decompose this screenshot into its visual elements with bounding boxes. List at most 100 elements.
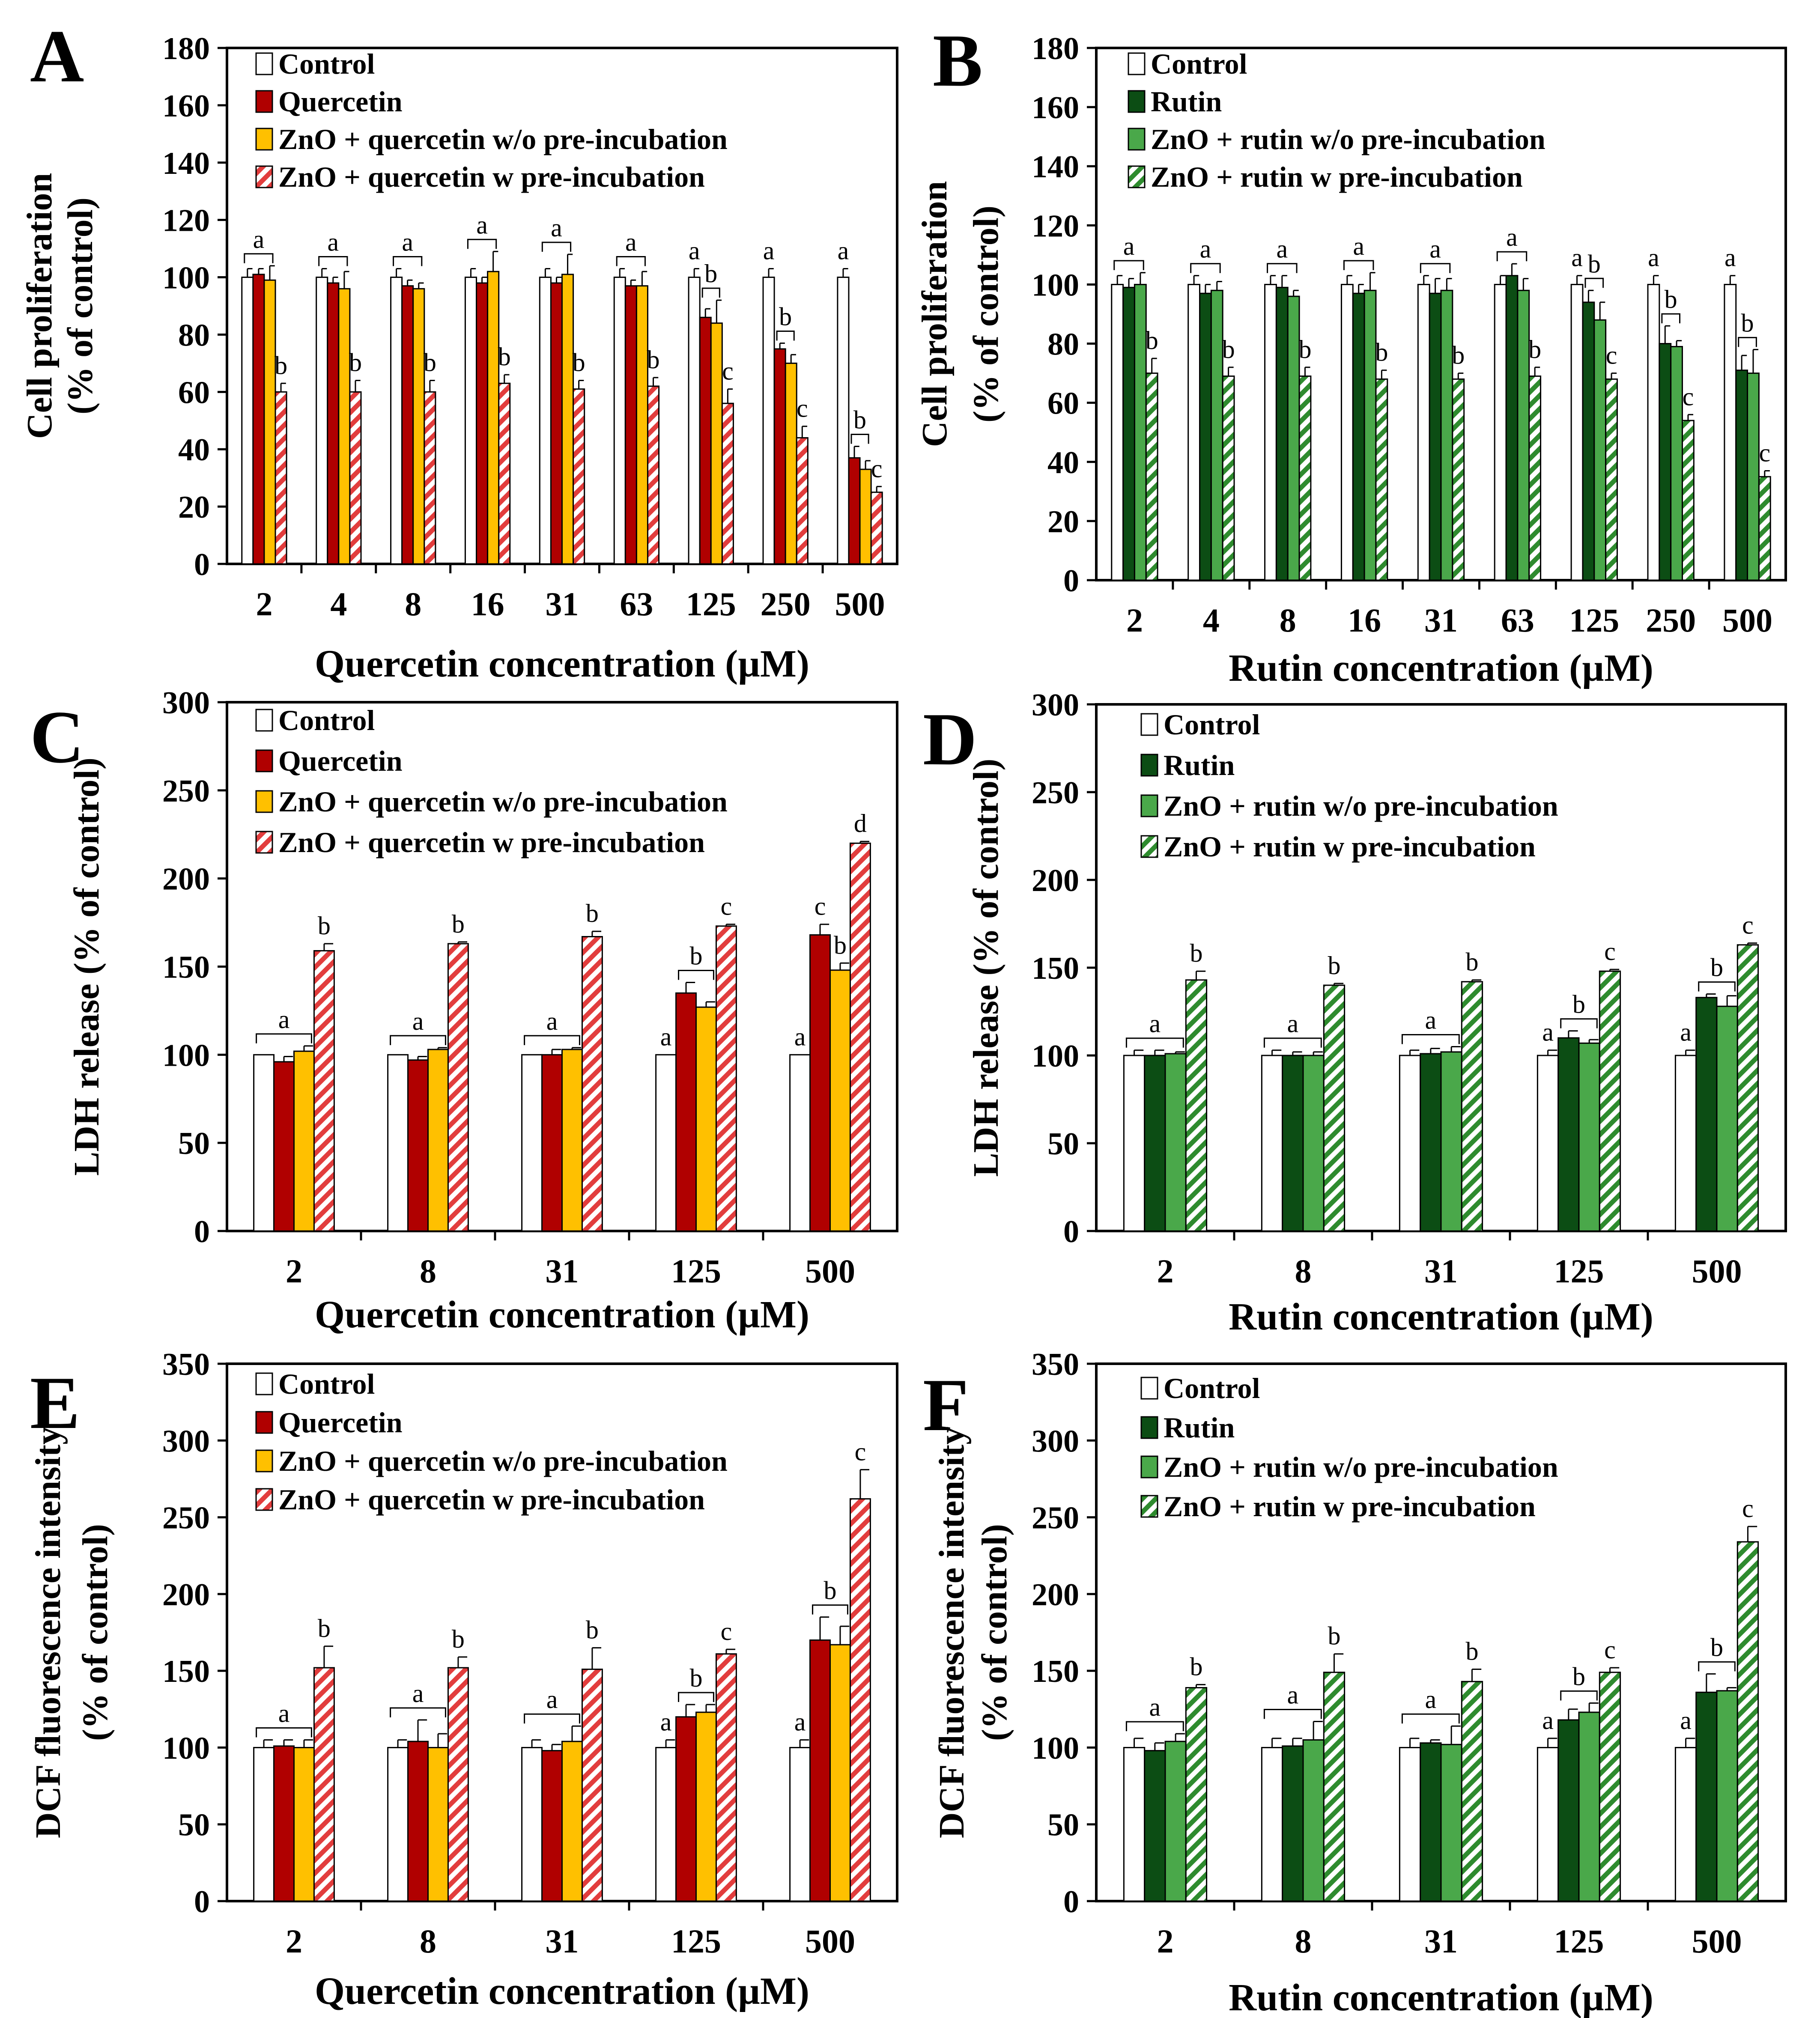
legend-entry: Control	[1164, 708, 1260, 741]
panel-c: C 0 50 100 150 200 250 300 LDH release (% of con…	[30, 686, 898, 1336]
bar	[624, 285, 637, 565]
bar	[1537, 1747, 1559, 1902]
x-tick-label: 8	[1295, 1923, 1312, 1960]
panel-d: D 0 50 100 150 200 250 300 LDH release (% of con…	[923, 688, 1787, 1338]
x-tick-label: 63	[1501, 602, 1534, 639]
bar	[1134, 283, 1147, 581]
legend-swatch	[1140, 754, 1158, 777]
bar	[327, 282, 340, 565]
x-axis-label: Quercetin concentration (µM)	[315, 1970, 809, 2012]
legend-entry: ZnO + rutin w/o pre-incubation	[1151, 123, 1546, 155]
bar	[1222, 376, 1235, 581]
bar	[789, 1747, 811, 1902]
legend-swatch	[1140, 1495, 1158, 1518]
bar	[1605, 378, 1618, 581]
significance-letter: c	[855, 1437, 866, 1466]
bar	[1452, 378, 1465, 581]
bar	[1185, 979, 1208, 1232]
legend-entry: Control	[1164, 1372, 1260, 1404]
y-axis-label: LDH release (% of control)	[966, 759, 1006, 1177]
significance-bracket	[1698, 1661, 1736, 1672]
y-tick-label: 20	[1047, 504, 1079, 540]
significance-letter: b	[1146, 326, 1158, 355]
significance-letter: b	[824, 1577, 837, 1605]
significance-letter: b	[498, 343, 511, 371]
bar	[252, 274, 265, 565]
significance-bracket	[1496, 251, 1528, 262]
x-tick-label: 31	[1424, 1252, 1458, 1290]
legend-swatch	[255, 1372, 273, 1395]
y-tick-label: 100	[1032, 268, 1079, 303]
significance-letter: c	[1759, 438, 1770, 467]
bar	[695, 1006, 717, 1232]
y-tick-label: 200	[1032, 863, 1079, 898]
bar	[407, 1059, 429, 1232]
significance-bracket	[390, 1707, 446, 1717]
legend-swatch	[1128, 128, 1146, 151]
panel-letter: F	[923, 1363, 969, 1446]
significance-letter: a	[794, 1708, 806, 1736]
significance-letter: b	[690, 942, 703, 970]
bar	[1517, 289, 1530, 581]
legend-entry: Control	[278, 704, 375, 736]
y-axis-label: (% of control)	[975, 1524, 1014, 1741]
y-tick-label: 250	[1032, 1501, 1079, 1536]
y-tick-label: 80	[1047, 327, 1079, 362]
y-tick-label: 40	[1047, 445, 1079, 480]
bar	[521, 1054, 543, 1232]
legend-swatch	[255, 749, 273, 772]
x-tick-label: 125	[1569, 602, 1619, 639]
bar	[1670, 346, 1683, 581]
significance-letter: d	[854, 809, 867, 838]
significance-letter: a	[253, 225, 265, 253]
x-tick-label: 500	[1722, 602, 1772, 639]
bar	[1264, 283, 1277, 581]
bar	[521, 1747, 543, 1902]
legend-entry: Quercetin	[278, 85, 403, 118]
bar	[1352, 292, 1365, 581]
bar	[829, 1644, 851, 1902]
y-tick-label: 100	[1032, 1039, 1079, 1074]
legend-swatch	[1128, 90, 1146, 113]
x-tick-label: 31	[1424, 602, 1458, 639]
significance-bracket	[678, 970, 714, 980]
bar	[1185, 1687, 1208, 1902]
significance-letter: c	[722, 357, 734, 385]
bar	[241, 277, 254, 565]
legend-swatch	[255, 1411, 273, 1434]
legend-swatch	[255, 831, 273, 854]
significance-letter: b	[1588, 250, 1601, 278]
x-tick-label: 500	[805, 1252, 855, 1290]
significance-letter: a	[689, 236, 700, 265]
legend-entry: Control	[1151, 48, 1247, 80]
significance-letter: b	[779, 303, 792, 331]
bar	[655, 1054, 677, 1232]
bar	[1123, 1747, 1146, 1902]
legend-entry: Control	[278, 1368, 375, 1400]
bar	[785, 362, 797, 565]
significance-bracket	[1263, 1708, 1322, 1719]
significance-letter: b	[1190, 939, 1202, 967]
y-axis-label: Cell proliferation	[915, 181, 955, 447]
x-tick-label: 125	[1554, 1252, 1604, 1290]
significance-bracket	[1560, 1690, 1598, 1701]
significance-letter: a	[1149, 1010, 1161, 1038]
bar	[1674, 1055, 1697, 1232]
bar	[1736, 944, 1759, 1232]
significance-letter: c	[1742, 911, 1754, 939]
significance-letter: b	[318, 1614, 331, 1642]
bar	[424, 391, 436, 565]
bar	[809, 1639, 831, 1902]
bar	[476, 282, 489, 565]
significance-letter: a	[476, 211, 488, 239]
significance-letter: a	[412, 1679, 424, 1708]
bar	[263, 279, 276, 565]
y-tick-label: 0	[1063, 1884, 1079, 1920]
legend-entry: Rutin	[1164, 749, 1235, 781]
bar	[1494, 283, 1507, 581]
significance-letter: a	[1648, 244, 1659, 272]
bar	[541, 1054, 563, 1232]
bar	[293, 1050, 315, 1232]
x-tick-label: 125	[1554, 1923, 1604, 1960]
significance-letter: b	[1465, 948, 1478, 976]
